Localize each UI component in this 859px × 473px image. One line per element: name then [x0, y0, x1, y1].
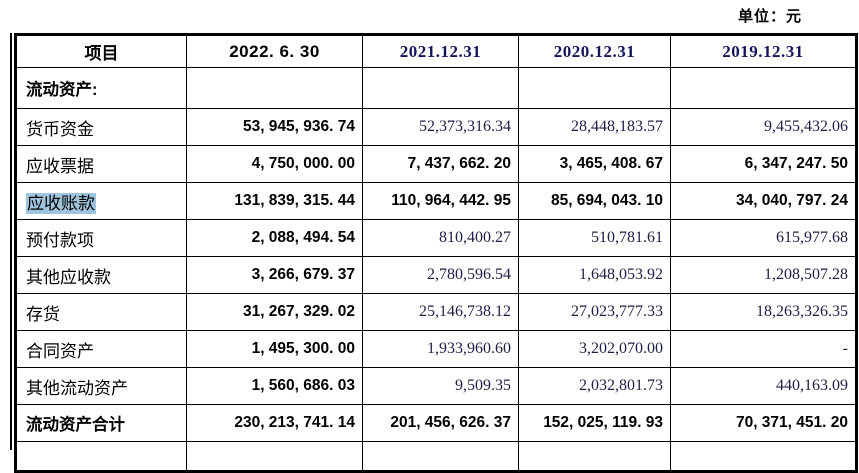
column-header-item: 项目 [15, 34, 187, 68]
row-label-cell: 流动资产合计 [15, 404, 187, 442]
partial-row [15, 441, 857, 472]
value-cell: 510,781.61 [518, 219, 671, 257]
value-cell: 25,146,738.12 [362, 293, 519, 331]
empty-cell [670, 67, 857, 109]
table-row: 合同资产 1, 495, 300. 00 1,933,960.60 3,202,070… [15, 330, 857, 368]
table-body: 流动资产: 货币资金 53, 945, 936. 74 52,373,316.34 28… [15, 67, 857, 472]
financial-table: 项目 2022. 6. 30 2021.12.31 2020.12.31 201… [14, 33, 858, 473]
value-cell: 1,933,960.60 [362, 330, 519, 368]
value-cell: 810,400.27 [362, 219, 519, 257]
table-row: 存货 31, 267, 329. 02 25,146,738.12 27,023,77… [15, 293, 857, 331]
value-cell: 131, 839, 315. 44 [186, 182, 363, 220]
value-cell: 9,455,432.06 [670, 108, 857, 146]
table-row: 应收票据 4, 750, 000. 00 7, 437, 662. 20 3, 465… [15, 145, 857, 183]
empty-cell [362, 441, 519, 472]
table-row: 其他应收款 3, 266, 679. 37 2,780,596.54 1,648,05… [15, 256, 857, 294]
value-cell: 3, 465, 408. 67 [518, 145, 671, 183]
value-cell: 2,780,596.54 [362, 256, 519, 294]
table-row: 货币资金 53, 945, 936. 74 52,373,316.34 28,448,… [15, 108, 857, 146]
value-cell: 615,977.68 [670, 219, 857, 257]
value-cell: 3,202,070.00 [518, 330, 671, 368]
table-row: 预付款项 2, 088, 494. 54 810,400.27 510,781.61 6… [15, 219, 857, 257]
value-cell: 152, 025, 119. 93 [518, 404, 671, 442]
empty-cell [186, 67, 363, 109]
value-cell: 18,263,326.35 [670, 293, 857, 331]
selected-text-highlight[interactable]: 应收账款 [26, 192, 96, 214]
financial-table-wrap: 项目 2022. 6. 30 2021.12.31 2020.12.31 201… [10, 33, 858, 473]
empty-cell [670, 441, 857, 472]
value-cell: 1,208,507.28 [670, 256, 857, 294]
row-label-cell: 货币资金 [15, 108, 187, 146]
column-header-2021-12-31: 2021.12.31 [362, 34, 519, 68]
value-cell: 2, 088, 494. 54 [186, 219, 363, 257]
value-cell: 4, 750, 000. 00 [186, 145, 363, 183]
value-cell: 85, 694, 043. 10 [518, 182, 671, 220]
value-cell: 7, 437, 662. 20 [362, 145, 519, 183]
value-cell: 1, 560, 686. 03 [186, 367, 363, 405]
value-cell: 34, 040, 797. 24 [670, 182, 857, 220]
value-cell: 1,648,053.92 [518, 256, 671, 294]
unit-label: 单位：元 [737, 9, 802, 25]
value-cell: 110, 964, 442. 95 [362, 182, 519, 220]
value-cell: 3, 266, 679. 37 [186, 256, 363, 294]
row-label-cell: 其他流动资产 [15, 367, 187, 405]
empty-cell [518, 67, 671, 109]
value-cell: 6, 347, 247. 50 [670, 145, 857, 183]
empty-cell [15, 441, 187, 472]
value-cell: 52,373,316.34 [362, 108, 519, 146]
column-header-2022-06-30: 2022. 6. 30 [186, 34, 363, 68]
section-row-current-assets: 流动资产: [15, 67, 857, 109]
value-cell: 70, 371, 451. 20 [670, 404, 857, 442]
empty-cell [362, 67, 519, 109]
empty-cell [186, 441, 363, 472]
row-label-cell: 流动资产: [15, 67, 187, 109]
value-cell: 201, 456, 626. 37 [362, 404, 519, 442]
row-label-cell: 应收票据 [15, 145, 187, 183]
value-cell: 27,023,777.33 [518, 293, 671, 331]
empty-cell [518, 441, 671, 472]
value-cell: 28,448,183.57 [518, 108, 671, 146]
column-header-2019-12-31: 2019.12.31 [670, 34, 857, 68]
row-label-cell: 预付款项 [15, 219, 187, 257]
row-label-cell: 存货 [15, 293, 187, 331]
table-row: 流动资产合计 230, 213, 741. 14 201, 456, 626. 37… [15, 404, 857, 442]
value-cell: 9,509.35 [362, 367, 519, 405]
value-cell: 31, 267, 329. 02 [186, 293, 363, 331]
value-cell: 53, 945, 936. 74 [186, 108, 363, 146]
table-row: 其他流动资产 1, 560, 686. 03 9,509.35 2,032,801.7… [15, 367, 857, 405]
value-cell: 1, 495, 300. 00 [186, 330, 363, 368]
row-label-cell: 合同资产 [15, 330, 187, 368]
value-cell: 2,032,801.73 [518, 367, 671, 405]
value-cell: 230, 213, 741. 14 [186, 404, 363, 442]
table-header-row: 项目 2022. 6. 30 2021.12.31 2020.12.31 201… [15, 34, 857, 68]
row-label-cell: 其他应收款 [15, 256, 187, 294]
column-header-2020-12-31: 2020.12.31 [518, 34, 671, 68]
value-cell: 440,163.09 [670, 367, 857, 405]
row-label-cell: 应收账款 [15, 182, 187, 220]
table-row: 应收账款 131, 839, 315. 44 110, 964, 442. 95 85… [15, 182, 857, 220]
value-cell: - [670, 330, 857, 368]
